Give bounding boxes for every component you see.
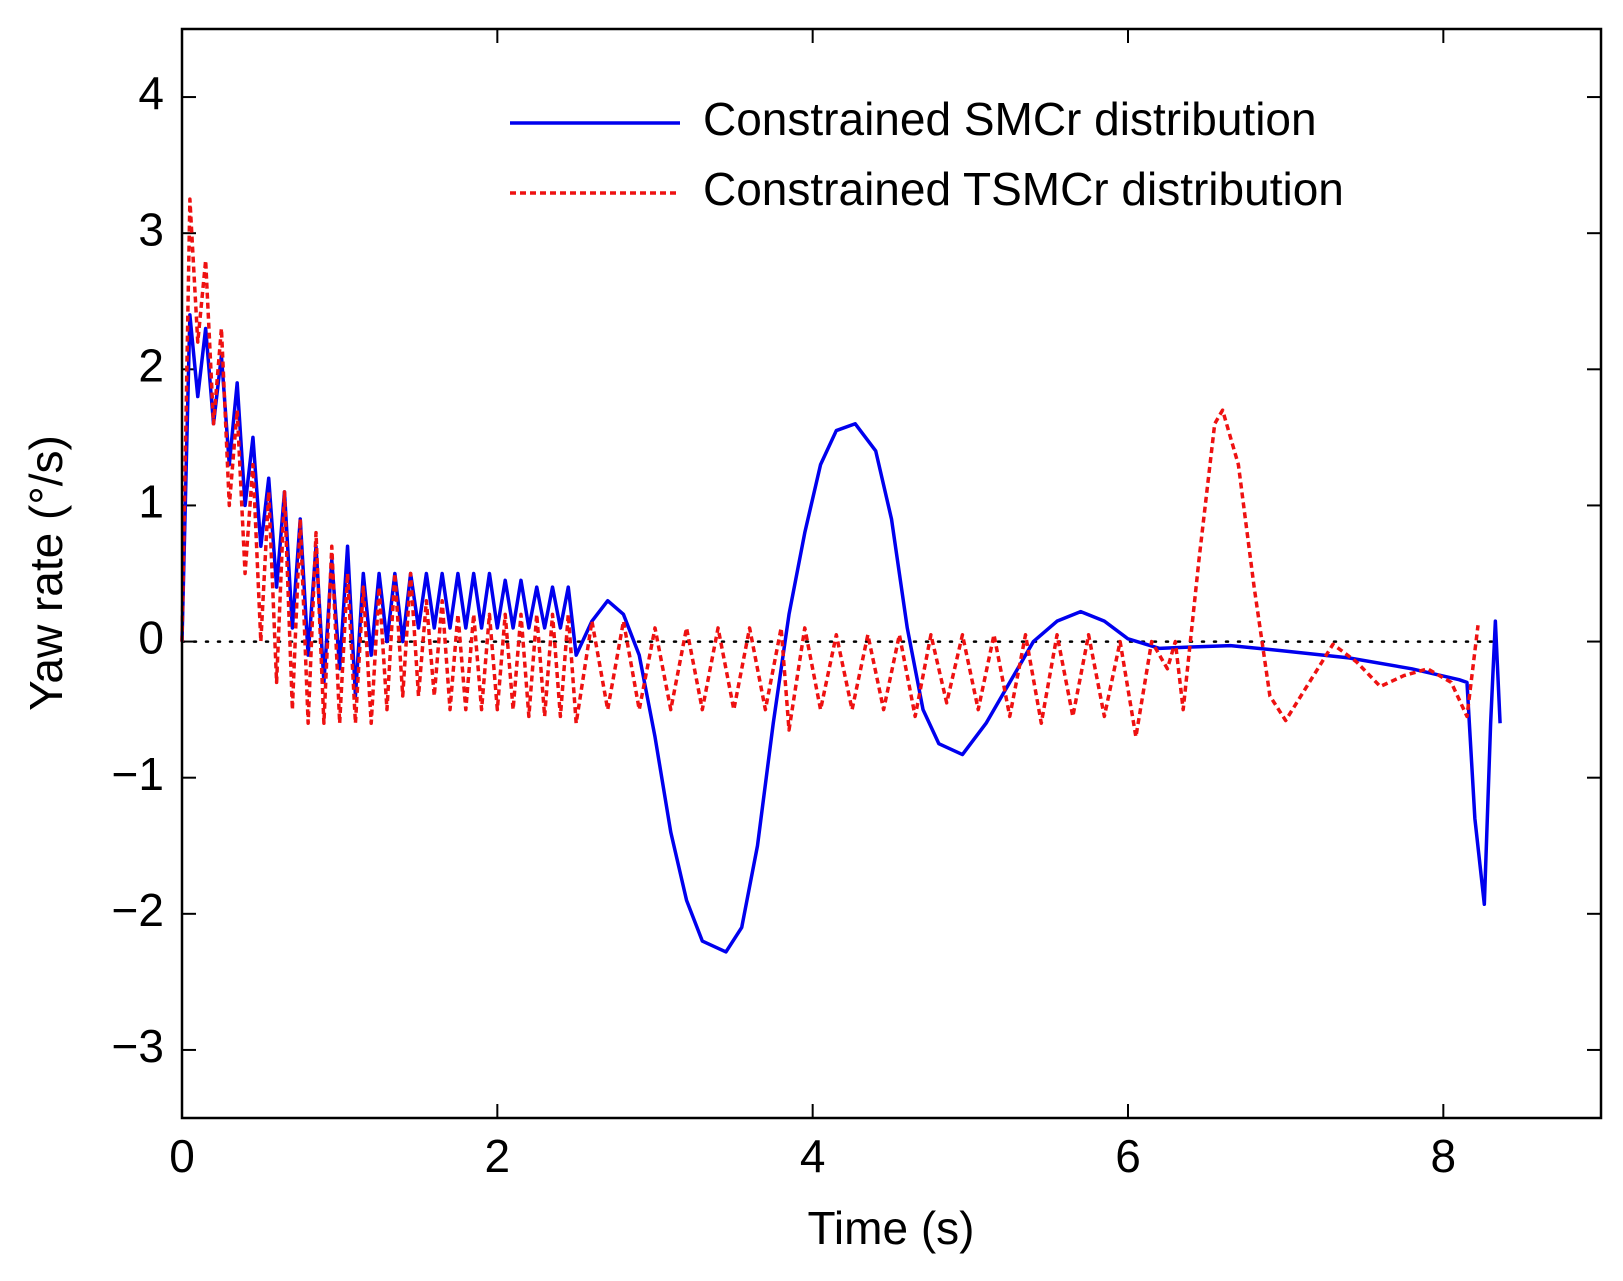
series-line (180, 197, 1480, 739)
x-tick-label: 6 (1115, 1130, 1141, 1182)
y-tick-label: −3 (112, 1020, 164, 1072)
legend-label: Constrained SMCr distribution (703, 93, 1317, 145)
plot-frame (180, 27, 1603, 1120)
y-tick-label: 0 (138, 612, 164, 664)
y-tick-label: 2 (138, 339, 164, 391)
x-tick-label: 4 (800, 1130, 826, 1182)
x-tick-label: 8 (1431, 1130, 1457, 1182)
y-tick-label: 1 (138, 476, 164, 528)
y-axis-label: Yaw rate (°/s) (20, 435, 72, 711)
legend-label: Constrained TSMCr distribution (703, 163, 1344, 215)
y-tick-label: −2 (112, 884, 164, 936)
y-tick-label: 4 (138, 67, 164, 119)
y-tick-label: 3 (138, 203, 164, 255)
x-axis-label: Time (s) (808, 1202, 975, 1254)
series-line (180, 313, 1502, 954)
x-tick-label: 0 (169, 1130, 195, 1182)
y-tick-label: −1 (112, 748, 164, 800)
x-tick-label: 2 (485, 1130, 511, 1182)
